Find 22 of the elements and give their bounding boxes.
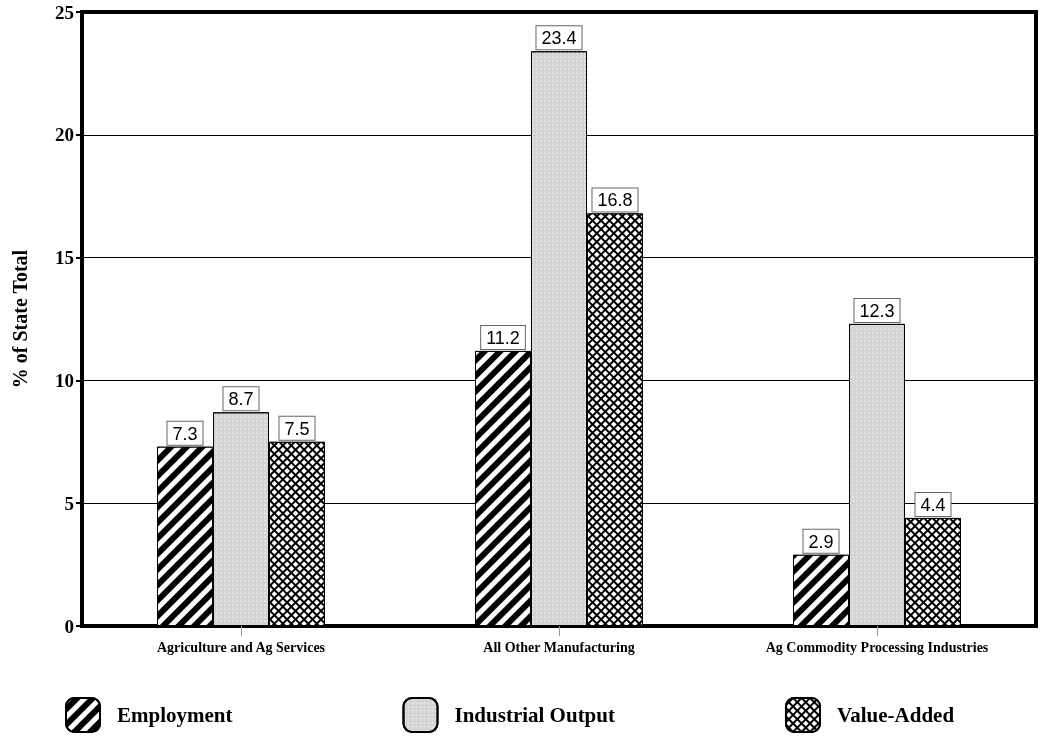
legend-label: Industrial Output	[454, 703, 615, 727]
data-label: 23.4	[541, 28, 577, 49]
x-tick-label: Ag Commodity Processing Industries	[765, 639, 989, 655]
data-label: 4.4	[920, 494, 946, 515]
x-tick-label: All Other Manufacturing	[483, 639, 635, 655]
y-axis-title: % of State Total	[9, 249, 31, 389]
y-tick-label: 20	[55, 124, 74, 146]
data-label: 8.7	[228, 389, 254, 410]
x-tick-label: Agriculture and Ag Services	[156, 639, 326, 655]
data-label: 16.8	[597, 190, 633, 211]
legend-label: Employment	[117, 703, 233, 727]
y-tick-label: 0	[64, 615, 74, 637]
data-label: 12.3	[859, 300, 895, 321]
y-tick-label: 25	[55, 1, 74, 23]
data-label: 7.5	[284, 418, 310, 439]
data-label: 7.3	[172, 423, 198, 444]
data-label: 11.2	[486, 327, 520, 348]
data-label: 2.9	[808, 531, 834, 552]
y-tick-label: 10	[55, 369, 74, 391]
legend-label: Value-Added	[836, 703, 955, 727]
y-tick-label: 15	[55, 247, 74, 269]
y-tick-label: 5	[64, 492, 74, 514]
